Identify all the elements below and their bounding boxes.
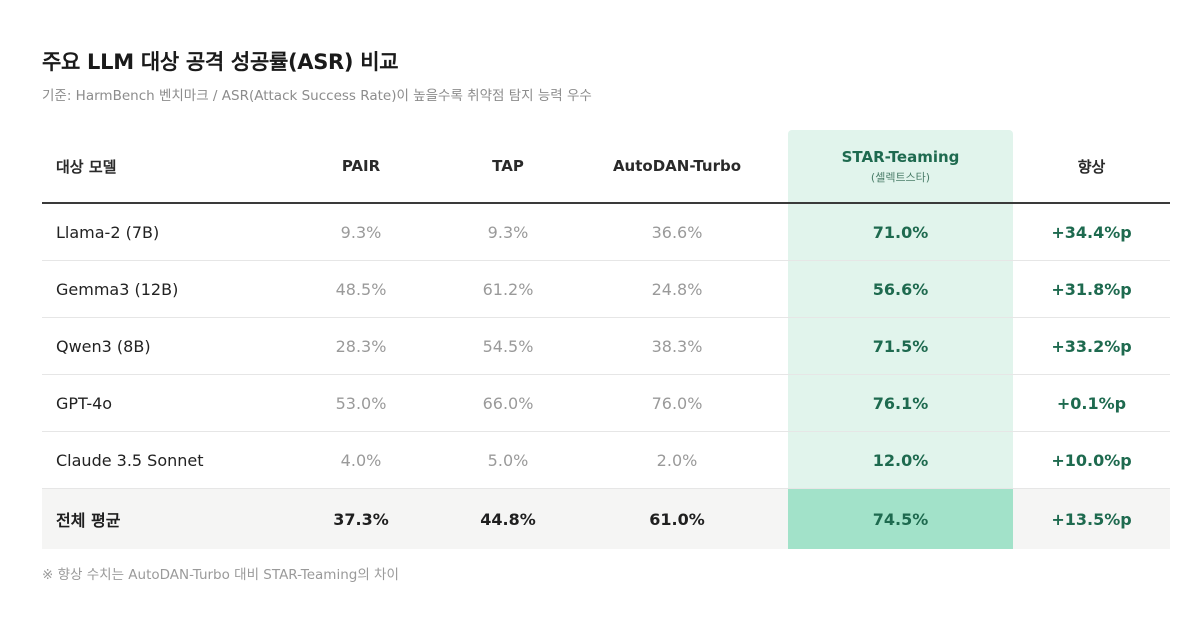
table-row: GPT-4o 53.0% 66.0% 76.0% 76.1% +0.1%p bbox=[42, 374, 1170, 432]
header-gain: 향상 bbox=[1013, 130, 1170, 204]
table-row: Gemma3 (12B) 48.5% 61.2% 24.8% 56.6% +31… bbox=[42, 260, 1170, 318]
cell-autodan-turbo: 38.3% bbox=[566, 317, 788, 375]
header-star-teaming: STAR-Teaming (셀렉트스타) bbox=[788, 130, 1013, 204]
cell-gain: +33.2%p bbox=[1013, 317, 1170, 375]
cell-autodan-turbo: 36.6% bbox=[566, 203, 788, 261]
cell-average-star-teaming: 74.5% bbox=[788, 488, 1013, 549]
table-row: Qwen3 (8B) 28.3% 54.5% 38.3% 71.5% +33.2… bbox=[42, 317, 1170, 375]
cell-average-pair: 37.3% bbox=[272, 488, 450, 549]
cell-tap: 66.0% bbox=[450, 374, 566, 432]
table-row: Llama-2 (7B) 9.3% 9.3% 36.6% 71.0% +34.4… bbox=[42, 203, 1170, 261]
cell-autodan-turbo: 2.0% bbox=[566, 431, 788, 489]
footnote: ※ 향상 수치는 AutoDAN-Turbo 대비 STAR-Teaming의 … bbox=[42, 567, 399, 583]
cell-average-tap: 44.8% bbox=[450, 488, 566, 549]
cell-model: Qwen3 (8B) bbox=[42, 317, 272, 375]
header-tap: TAP bbox=[450, 130, 566, 204]
cell-star-teaming: 76.1% bbox=[788, 374, 1013, 432]
cell-model: GPT-4o bbox=[42, 374, 272, 432]
cell-star-teaming: 71.5% bbox=[788, 317, 1013, 375]
cell-tap: 61.2% bbox=[450, 260, 566, 318]
header-model: 대상 모델 bbox=[42, 130, 272, 204]
cell-star-teaming: 71.0% bbox=[788, 203, 1013, 261]
cell-model: Llama-2 (7B) bbox=[42, 203, 272, 261]
cell-model: Claude 3.5 Sonnet bbox=[42, 431, 272, 489]
cell-gain: +31.8%p bbox=[1013, 260, 1170, 318]
asr-comparison-table: 대상 모델 PAIR TAP AutoDAN-Turbo STAR-Teamin… bbox=[42, 130, 1170, 549]
page-title: 주요 LLM 대상 공격 성공률(ASR) 비교 bbox=[42, 50, 399, 74]
cell-pair: 9.3% bbox=[272, 203, 450, 261]
header-pair: PAIR bbox=[272, 130, 450, 204]
cell-gain: +0.1%p bbox=[1013, 374, 1170, 432]
cell-tap: 54.5% bbox=[450, 317, 566, 375]
asr-comparison-table-container: 대상 모델 PAIR TAP AutoDAN-Turbo STAR-Teamin… bbox=[42, 130, 1170, 549]
cell-autodan-turbo: 24.8% bbox=[566, 260, 788, 318]
table-row: Claude 3.5 Sonnet 4.0% 5.0% 2.0% 12.0% +… bbox=[42, 431, 1170, 489]
cell-star-teaming: 56.6% bbox=[788, 260, 1013, 318]
average-row: 전체 평균 37.3% 44.8% 61.0% 74.5% +13.5%p bbox=[42, 488, 1170, 549]
header-star-teaming-label: STAR-Teaming bbox=[841, 147, 960, 166]
page-subtitle: 기준: HarmBench 벤치마크 / ASR(Attack Success … bbox=[42, 88, 592, 104]
header-star-teaming-sublabel: (셀렉트스타) bbox=[870, 170, 931, 184]
cell-autodan-turbo: 76.0% bbox=[566, 374, 788, 432]
cell-star-teaming: 12.0% bbox=[788, 431, 1013, 489]
cell-gain: +10.0%p bbox=[1013, 431, 1170, 489]
cell-pair: 53.0% bbox=[272, 374, 450, 432]
cell-average-label: 전체 평균 bbox=[42, 488, 272, 549]
cell-gain: +34.4%p bbox=[1013, 203, 1170, 261]
cell-pair: 48.5% bbox=[272, 260, 450, 318]
cell-tap: 5.0% bbox=[450, 431, 566, 489]
cell-average-autodan-turbo: 61.0% bbox=[566, 488, 788, 549]
header-autodan-turbo: AutoDAN-Turbo bbox=[566, 130, 788, 204]
cell-model: Gemma3 (12B) bbox=[42, 260, 272, 318]
cell-average-gain: +13.5%p bbox=[1013, 488, 1170, 549]
table-header-row: 대상 모델 PAIR TAP AutoDAN-Turbo STAR-Teamin… bbox=[42, 130, 1170, 204]
cell-tap: 9.3% bbox=[450, 203, 566, 261]
cell-pair: 4.0% bbox=[272, 431, 450, 489]
cell-pair: 28.3% bbox=[272, 317, 450, 375]
